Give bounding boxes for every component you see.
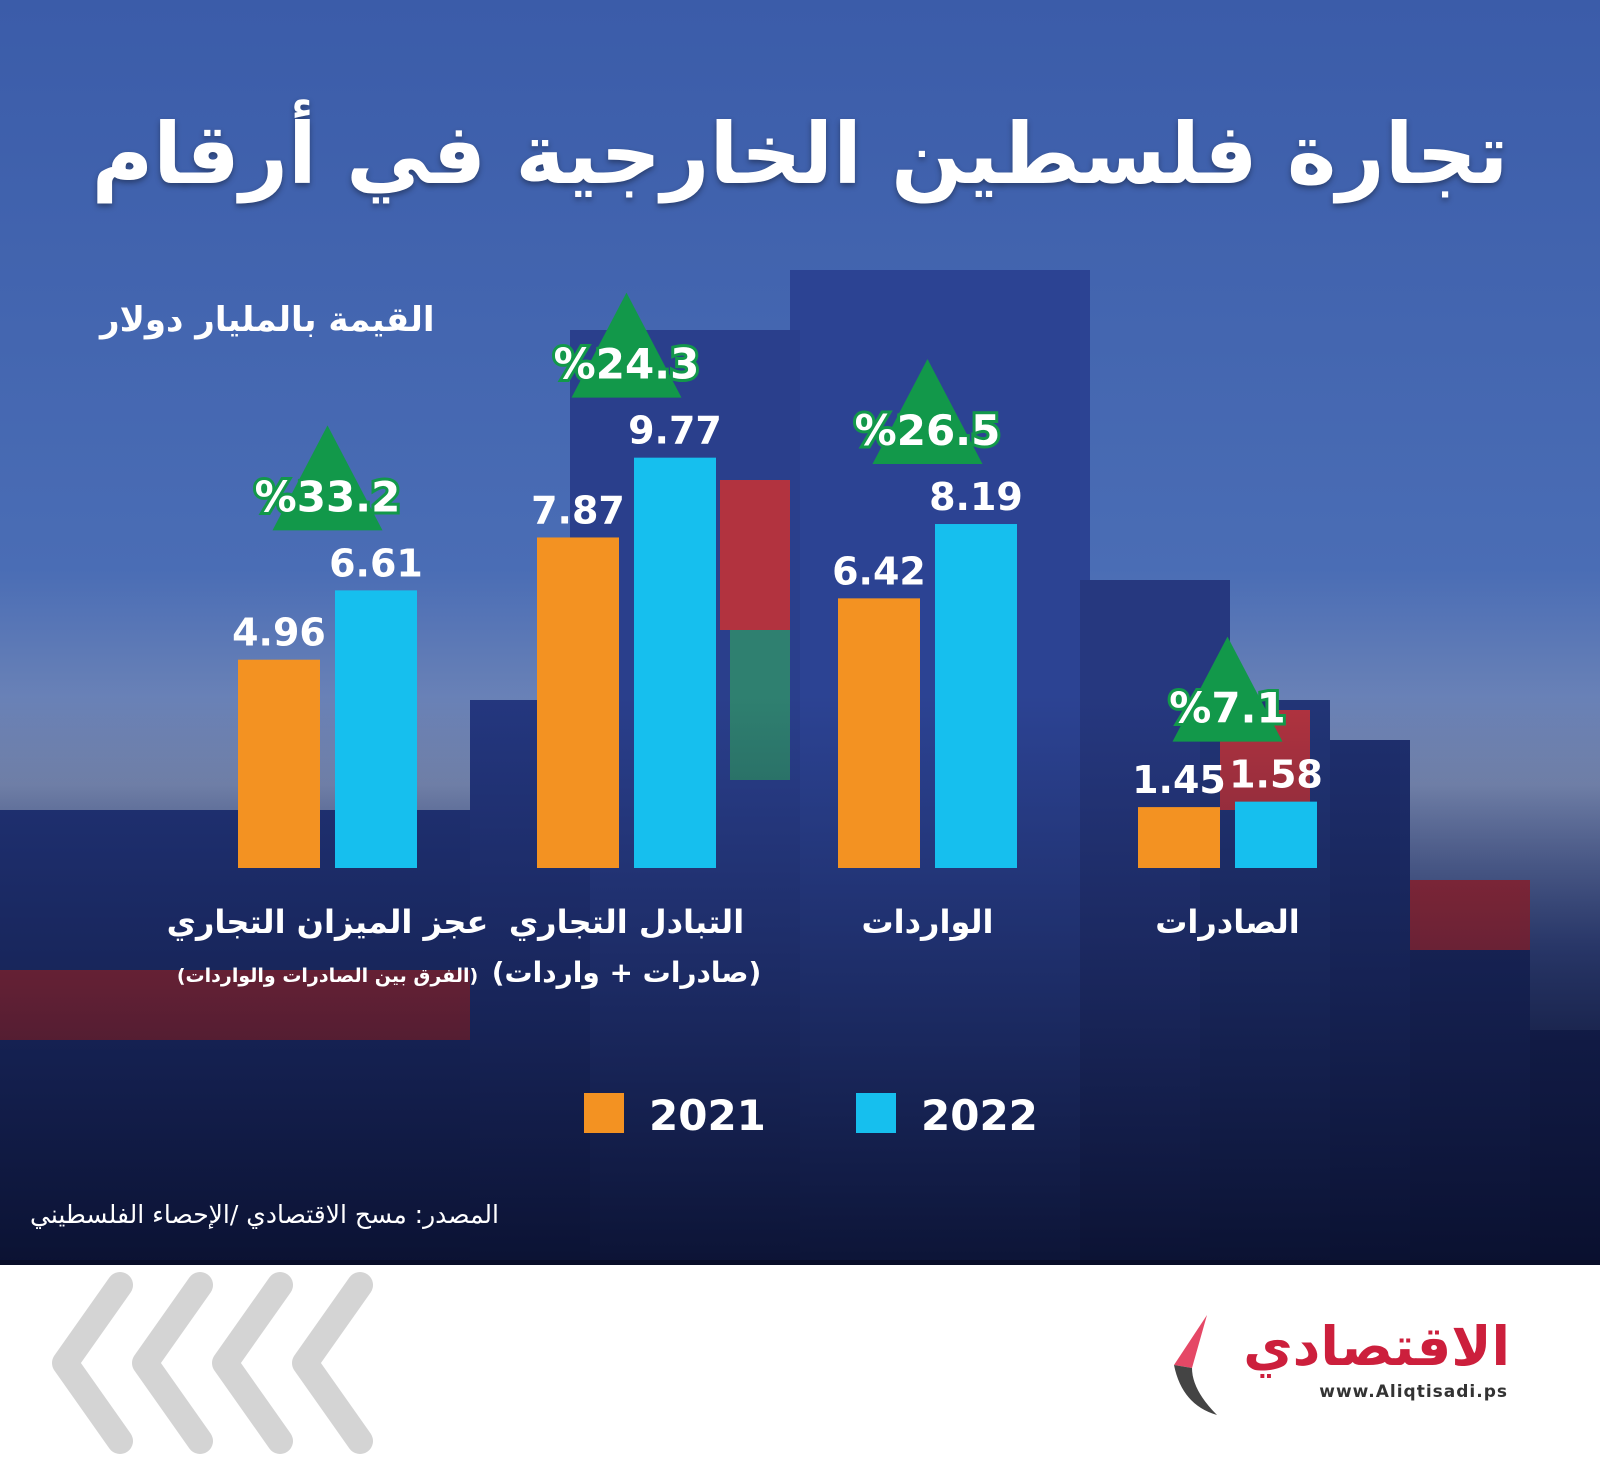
growth-arrow-icon: [1172, 636, 1283, 742]
brand-url[interactable]: www.Aliqtisadi.ps: [1319, 1382, 1508, 1402]
value-label-2022-3: 1.58: [1229, 753, 1323, 797]
background-containers: [0, 0, 1600, 1265]
legend-swatch-2022: [856, 1093, 896, 1133]
bar-chart: 4.966.61 %33.2 عجز الميزان التجاري (الفرق ب…: [167, 292, 1323, 1140]
value-label-2021-0: 4.96: [232, 611, 326, 655]
category-label-1: التبادل التجاري: [509, 903, 744, 941]
value-label-2022-1: 9.77: [628, 409, 722, 453]
value-label-2021-1: 7.87: [531, 488, 625, 532]
legend-swatch-2021: [584, 1093, 624, 1133]
growth-label-1: %24.3: [554, 340, 700, 389]
legend-label-2021: 2021: [649, 1091, 766, 1140]
category-sublabel-0: (الفرق بين الصادرات والواردات): [177, 965, 478, 987]
brand-name: الاقتصادي: [1243, 1315, 1510, 1378]
growth-arrow-icon: [571, 292, 682, 398]
bar-2022-1: [634, 457, 716, 868]
value-label-2022-2: 8.19: [929, 475, 1023, 519]
unit-label: القيمة بالمليار دولار: [100, 300, 435, 340]
brand-logo-icon: [1174, 1315, 1217, 1415]
growth-label-3: %7.1: [1169, 684, 1285, 733]
source-note: المصدر: مسح الاقتصادي /الإحصاء الفلسطيني: [30, 1200, 499, 1229]
category-sublabel-1: (صادرات + واردات): [492, 956, 762, 989]
bar-2021-1: [537, 537, 619, 868]
category-label-0: عجز الميزان التجاري: [167, 903, 489, 941]
category-label-2: الواردات: [862, 903, 994, 941]
footer: [0, 1265, 1600, 1462]
bar-2021-3: [1138, 807, 1220, 868]
value-label-2021-2: 6.42: [832, 549, 926, 593]
value-label-2022-0: 6.61: [329, 541, 423, 585]
page-title: تجارة فلسطين الخارجية في أرقام: [91, 105, 1509, 203]
bar-2021-0: [238, 659, 320, 868]
bar-2022-3: [1235, 801, 1317, 868]
legend-label-2022: 2022: [921, 1091, 1038, 1140]
growth-arrow-icon: [872, 359, 983, 465]
growth-label-0: %33.2: [255, 472, 401, 521]
value-label-2021-3: 1.45: [1132, 758, 1226, 802]
growth-arrow-icon: [272, 425, 383, 531]
category-label-3: الصادرات: [1155, 903, 1300, 941]
bar-2022-0: [335, 590, 417, 868]
chevron-arrows-icon: [52, 1272, 373, 1454]
bar-2021-2: [838, 598, 920, 868]
bar-2022-2: [935, 524, 1017, 868]
growth-label-2: %26.5: [855, 406, 1001, 455]
